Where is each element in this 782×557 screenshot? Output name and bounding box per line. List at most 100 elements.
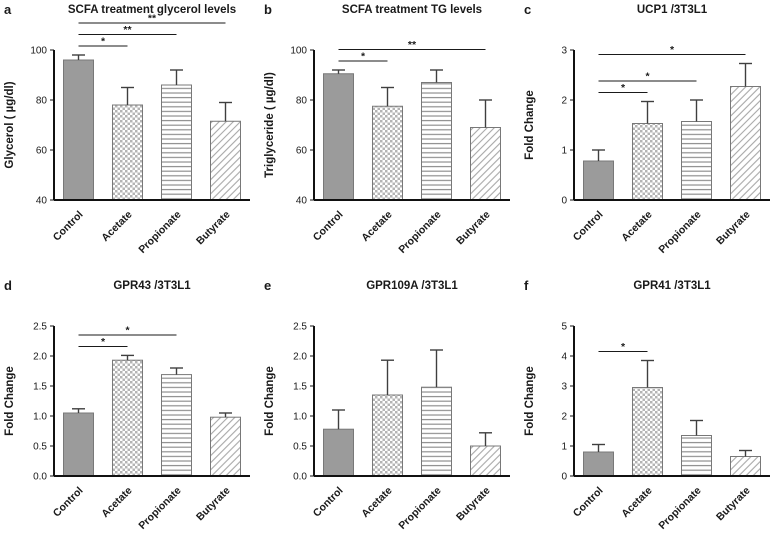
bar-chart-d: d GPR43 /3T3L1 Fold Change Control Acetate Pr… [4, 278, 250, 532]
panel-f: f GPR41 /3T3L1 Fold Change Control Acetate Pr… [520, 276, 780, 552]
bar-acetate [112, 359, 143, 477]
x-category-label: Butyrate [454, 209, 493, 248]
y-tick-label: 80 [36, 96, 48, 107]
bar-control [583, 451, 614, 477]
x-category-label: Propionate [396, 209, 443, 256]
x-category-label: Control [311, 209, 346, 244]
significance-label: * [645, 71, 650, 83]
panel-d: d GPR43 /3T3L1 Fold Change Control Acetate Pr… [0, 276, 260, 552]
x-category-label: Acetate [99, 485, 134, 520]
bar-acetate [632, 123, 663, 201]
bar-butyrate [470, 127, 501, 201]
bar-chart-b: b SCFA treatment TG levels Triglyceride ( … [264, 2, 510, 256]
x-category-label: Butyrate [714, 485, 753, 524]
bar-acetate [372, 105, 403, 201]
bar-chart-c: c UCP1 /3T3L1 Fold Change Control Acetate Pro… [524, 2, 770, 256]
panel-b: b SCFA treatment TG levels Triglyceride ( … [260, 0, 520, 276]
significance-label: * [621, 341, 626, 353]
panel-letter: c [524, 2, 531, 17]
x-category-label: Butyrate [194, 485, 233, 524]
bar-butyrate [470, 445, 501, 477]
bar-control [583, 160, 614, 201]
bar-propionate [161, 374, 192, 477]
x-category-label: Acetate [359, 209, 394, 244]
panel-c: c UCP1 /3T3L1 Fold Change Control Acetate Pro… [520, 0, 780, 276]
significance-label: * [670, 44, 675, 56]
bar-control [63, 412, 94, 477]
bar-control [323, 73, 354, 201]
chart-title: UCP1 /3T3L1 [637, 4, 708, 16]
y-tick-label: 0 [561, 472, 567, 483]
x-category-label: Control [571, 485, 606, 520]
bar-propionate [421, 386, 452, 477]
significance-label: * [101, 336, 106, 348]
y-axis-label: Fold Change [524, 90, 536, 160]
bar-propionate [681, 435, 712, 477]
y-tick-label: 100 [30, 46, 47, 57]
significance-label: ** [408, 39, 417, 51]
x-category-label: Control [51, 485, 86, 520]
x-category-label: Butyrate [194, 209, 233, 248]
x-category-label: Butyrate [714, 209, 753, 248]
y-axis-label: Fold Change [4, 366, 16, 436]
y-tick-label: 100 [290, 46, 307, 57]
bar-butyrate [210, 416, 241, 477]
y-tick-label: 0 [561, 196, 567, 207]
y-tick-label: 2.0 [293, 352, 307, 363]
y-tick-label: 0.0 [33, 472, 47, 483]
y-tick-label: 1 [561, 146, 567, 157]
chart-title: GPR109A /3T3L1 [366, 280, 458, 292]
y-tick-label: 80 [296, 96, 308, 107]
y-tick-label: 2 [561, 412, 567, 423]
bar-acetate [112, 104, 143, 201]
y-tick-label: 0.0 [293, 472, 307, 483]
panel-letter: f [524, 278, 529, 293]
x-category-label: Control [571, 209, 606, 244]
x-category-label: Propionate [396, 485, 443, 532]
significance-label: ** [148, 13, 157, 25]
x-category-label: Butyrate [454, 485, 493, 524]
chart-title: SCFA treatment glycerol levels [68, 4, 236, 16]
bar-butyrate [730, 456, 761, 477]
y-tick-label: 60 [36, 146, 48, 157]
panel-e: e GPR109A /3T3L1 Fold Change Control Acetate… [260, 276, 520, 552]
y-axis-label: Triglyceride ( µg/dl) [264, 72, 276, 178]
x-category-label: Acetate [619, 209, 654, 244]
y-tick-label: 1.0 [33, 412, 47, 423]
significance-label: ** [123, 24, 132, 36]
y-tick-label: 2.0 [33, 352, 47, 363]
y-tick-label: 1 [561, 442, 567, 453]
x-category-label: Control [311, 485, 346, 520]
bar-chart-a: a SCFA treatment glycerol levels Glycerol … [4, 2, 250, 256]
panel-letter: a [4, 2, 12, 17]
y-tick-label: 3 [561, 46, 567, 57]
y-tick-label: 2.5 [293, 322, 307, 333]
y-tick-label: 1.5 [293, 382, 307, 393]
y-tick-label: 3 [561, 382, 567, 393]
y-tick-label: 4 [561, 352, 567, 363]
y-tick-label: 1.5 [33, 382, 47, 393]
chart-title: GPR43 /3T3L1 [113, 280, 191, 292]
bar-propionate [421, 82, 452, 201]
y-axis-label: Glycerol ( µg/dl) [4, 81, 16, 168]
y-tick-label: 0.5 [33, 442, 47, 453]
x-category-label: Propionate [656, 209, 703, 256]
bar-propionate [161, 84, 192, 201]
bar-control [63, 59, 94, 201]
panel-letter: d [4, 278, 12, 293]
chart-title: SCFA treatment TG levels [342, 4, 482, 16]
x-category-label: Acetate [359, 485, 394, 520]
y-tick-label: 60 [296, 146, 308, 157]
bar-acetate [632, 387, 663, 477]
x-category-label: Control [51, 209, 86, 244]
bar-propionate [681, 121, 712, 201]
y-tick-label: 2 [561, 96, 567, 107]
bar-chart-f: f GPR41 /3T3L1 Fold Change Control Acetate Pr… [524, 278, 770, 532]
panel-letter: b [264, 2, 272, 17]
bar-butyrate [210, 120, 241, 201]
x-category-label: Acetate [99, 209, 134, 244]
x-category-label: Propionate [656, 485, 703, 532]
panel-a: a SCFA treatment glycerol levels Glycerol … [0, 0, 260, 276]
bar-chart-e: e GPR109A /3T3L1 Fold Change Control Acetate… [264, 278, 510, 532]
